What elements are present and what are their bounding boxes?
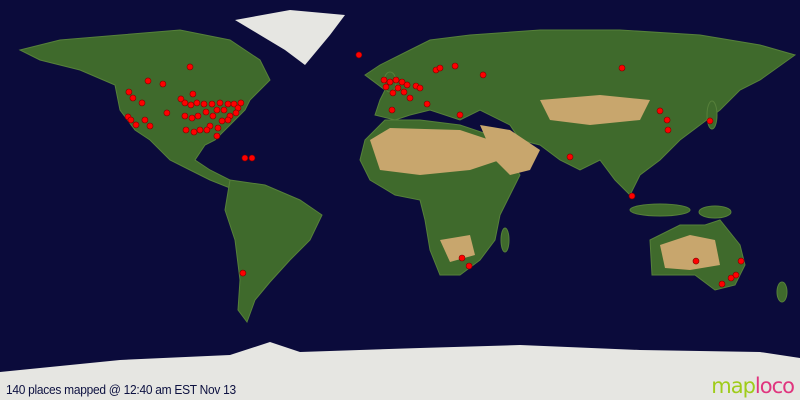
location-marker[interactable]: [392, 76, 400, 84]
location-marker[interactable]: [416, 84, 424, 92]
location-marker[interactable]: [186, 63, 194, 71]
location-marker[interactable]: [400, 88, 408, 96]
location-marker[interactable]: [737, 257, 745, 265]
location-marker[interactable]: [209, 112, 217, 120]
location-marker[interactable]: [380, 76, 388, 84]
madagascar: [500, 227, 510, 253]
japan: [706, 100, 718, 130]
location-marker[interactable]: [456, 111, 464, 119]
central-asia: [540, 95, 650, 125]
location-marker[interactable]: [386, 78, 394, 86]
location-marker[interactable]: [230, 100, 238, 108]
location-marker[interactable]: [127, 116, 135, 124]
location-marker[interactable]: [144, 77, 152, 85]
location-marker[interactable]: [436, 64, 444, 72]
sahara: [370, 128, 500, 175]
location-marker[interactable]: [566, 153, 574, 161]
location-marker[interactable]: [664, 126, 672, 134]
location-marker[interactable]: [451, 62, 459, 70]
location-marker[interactable]: [181, 112, 189, 120]
location-marker[interactable]: [394, 84, 402, 92]
location-marker[interactable]: [190, 128, 198, 136]
location-marker[interactable]: [406, 94, 414, 102]
new-zealand: [776, 281, 788, 303]
location-marker[interactable]: [618, 64, 626, 72]
location-marker[interactable]: [163, 109, 171, 117]
location-marker[interactable]: [232, 109, 240, 117]
location-marker[interactable]: [388, 106, 396, 114]
location-marker[interactable]: [181, 99, 189, 107]
location-marker[interactable]: [213, 132, 221, 140]
new-guinea: [698, 205, 732, 219]
location-marker[interactable]: [129, 94, 137, 102]
location-marker[interactable]: [389, 89, 397, 97]
indonesia: [629, 203, 691, 217]
location-marker[interactable]: [382, 83, 390, 91]
location-marker[interactable]: [208, 100, 216, 108]
location-marker[interactable]: [628, 192, 636, 200]
location-marker[interactable]: [403, 81, 411, 89]
location-marker[interactable]: [216, 99, 224, 107]
marker-layer: [124, 51, 745, 288]
location-marker[interactable]: [458, 254, 466, 262]
location-marker[interactable]: [182, 126, 190, 134]
location-marker[interactable]: [125, 88, 133, 96]
location-marker[interactable]: [203, 126, 211, 134]
location-marker[interactable]: [224, 100, 232, 108]
logo-map: map: [711, 374, 756, 398]
location-marker[interactable]: [193, 99, 201, 107]
location-marker[interactable]: [177, 95, 185, 103]
australia-interior: [660, 235, 720, 270]
location-marker[interactable]: [479, 71, 487, 79]
location-marker[interactable]: [718, 280, 726, 288]
location-marker[interactable]: [692, 257, 700, 265]
location-marker[interactable]: [138, 99, 146, 107]
location-marker[interactable]: [237, 99, 245, 107]
location-marker[interactable]: [398, 78, 406, 86]
location-marker[interactable]: [188, 114, 196, 122]
location-marker[interactable]: [727, 274, 735, 282]
location-marker[interactable]: [141, 116, 149, 124]
location-marker[interactable]: [706, 117, 714, 125]
location-marker[interactable]: [732, 271, 740, 279]
location-marker[interactable]: [146, 122, 154, 130]
kalahari: [440, 235, 475, 262]
location-marker[interactable]: [239, 269, 247, 277]
location-marker[interactable]: [187, 101, 195, 109]
location-marker[interactable]: [224, 116, 232, 124]
arabia: [480, 125, 540, 175]
location-marker[interactable]: [214, 124, 222, 132]
location-marker[interactable]: [194, 112, 202, 120]
location-marker[interactable]: [218, 117, 226, 125]
maploco-logo[interactable]: maploco: [711, 374, 795, 398]
location-marker[interactable]: [159, 80, 167, 88]
location-marker[interactable]: [663, 116, 671, 124]
location-marker[interactable]: [355, 51, 363, 59]
location-marker[interactable]: [200, 100, 208, 108]
south-america: [224, 179, 323, 324]
location-marker[interactable]: [241, 154, 249, 162]
logo-loco: loco: [754, 374, 795, 398]
places-mapped-caption: 140 places mapped @ 12:40 am EST Nov 13: [6, 382, 236, 397]
location-marker[interactable]: [213, 106, 221, 114]
antarctica: [0, 342, 800, 400]
location-marker[interactable]: [196, 126, 204, 134]
location-marker[interactable]: [202, 108, 210, 116]
location-marker[interactable]: [465, 262, 473, 270]
location-marker[interactable]: [248, 154, 256, 162]
location-marker[interactable]: [132, 121, 140, 129]
location-marker[interactable]: [656, 107, 664, 115]
north-america: [18, 29, 271, 191]
location-marker[interactable]: [423, 100, 431, 108]
location-marker[interactable]: [189, 90, 197, 98]
location-marker[interactable]: [220, 106, 228, 114]
greenland: [235, 10, 345, 65]
